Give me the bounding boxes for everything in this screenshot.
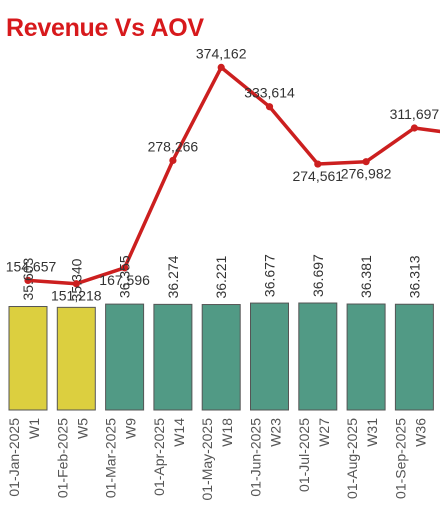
revenue-data-label: 154,657: [6, 258, 57, 274]
revenue-data-label: 333,614: [244, 85, 295, 101]
aov-bar: [250, 302, 289, 411]
revenue-point: [169, 156, 177, 165]
x-tick-week: W9: [123, 418, 139, 439]
aov-data-label: 36.697: [310, 254, 326, 297]
x-tick-date: 01-May-2025: [199, 418, 215, 501]
x-tick-date: 01-Jan-2025: [6, 418, 22, 497]
x-tick-week: W18: [219, 418, 235, 447]
revenue-line: [26, 65, 440, 286]
x-tick-date: 01-Sep-2025: [392, 418, 408, 499]
revenue-point: [362, 158, 370, 166]
revenue-point: [410, 124, 418, 132]
chart-title: Revenue Vs AOV: [6, 14, 204, 42]
revenue-point: [314, 160, 322, 168]
aov-data-label: 36.381: [358, 255, 374, 298]
x-tick-date: 01-Aug-2025: [344, 418, 360, 499]
x-tick-week: W1: [26, 418, 42, 439]
aov-bar: [394, 303, 434, 411]
revenue-point: [217, 63, 225, 71]
x-tick-week: W27: [316, 418, 332, 447]
revenue-data-label: 274,561: [292, 168, 343, 184]
aov-data-label: 35.603: [20, 257, 36, 300]
aov-data-label: 36.221: [213, 255, 229, 298]
aov-bar: [153, 303, 193, 411]
x-tick-date: 01-Feb-2025: [54, 418, 70, 498]
x-tick-week: W14: [171, 418, 187, 447]
aov-bar: [298, 302, 338, 411]
revenue-data-label: 276,982: [341, 166, 392, 182]
revenue-point: [72, 280, 80, 288]
x-tick-week: W31: [364, 418, 380, 447]
aov-data-label: 36.274: [165, 255, 181, 298]
aov-data-label: 36.313: [406, 255, 422, 298]
aov-data-label: 36.677: [262, 254, 278, 297]
revenue-data-label: 151,218: [51, 288, 102, 304]
revenue-data-label: 167,596: [99, 272, 150, 288]
x-tick-date: 01-Jul-2025: [296, 418, 312, 492]
revenue-data-label: 374,162: [196, 45, 247, 61]
revenue-data-label: 311,697: [390, 106, 440, 122]
aov-data-label: 36.355: [117, 255, 133, 298]
revenue-point: [121, 264, 129, 272]
x-tick-date: 01-Mar-2025: [103, 418, 119, 498]
aov-bar: [8, 306, 48, 411]
aov-bar: [346, 303, 386, 411]
aov-bar: [201, 304, 241, 411]
aov-data-label: 35.340: [68, 258, 84, 301]
x-tick-date: 01-Jun-2025: [248, 418, 264, 497]
x-tick-week: W36: [412, 418, 428, 447]
revenue-point: [24, 276, 32, 285]
revenue-point: [265, 103, 274, 111]
revenue-data-label: 278,266: [148, 138, 199, 154]
aov-bar: [56, 306, 96, 411]
x-tick-week: W5: [74, 418, 90, 439]
x-tick-week: W23: [268, 418, 284, 447]
x-tick-date: 01-Apr-2025: [151, 418, 167, 496]
aov-bar: [105, 303, 145, 411]
